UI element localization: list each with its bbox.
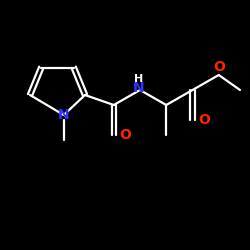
Text: O: O — [213, 60, 225, 74]
Text: N: N — [58, 108, 70, 122]
Text: O: O — [119, 128, 131, 142]
Text: N: N — [133, 80, 144, 94]
Text: H: H — [134, 74, 143, 84]
Text: O: O — [198, 113, 210, 127]
